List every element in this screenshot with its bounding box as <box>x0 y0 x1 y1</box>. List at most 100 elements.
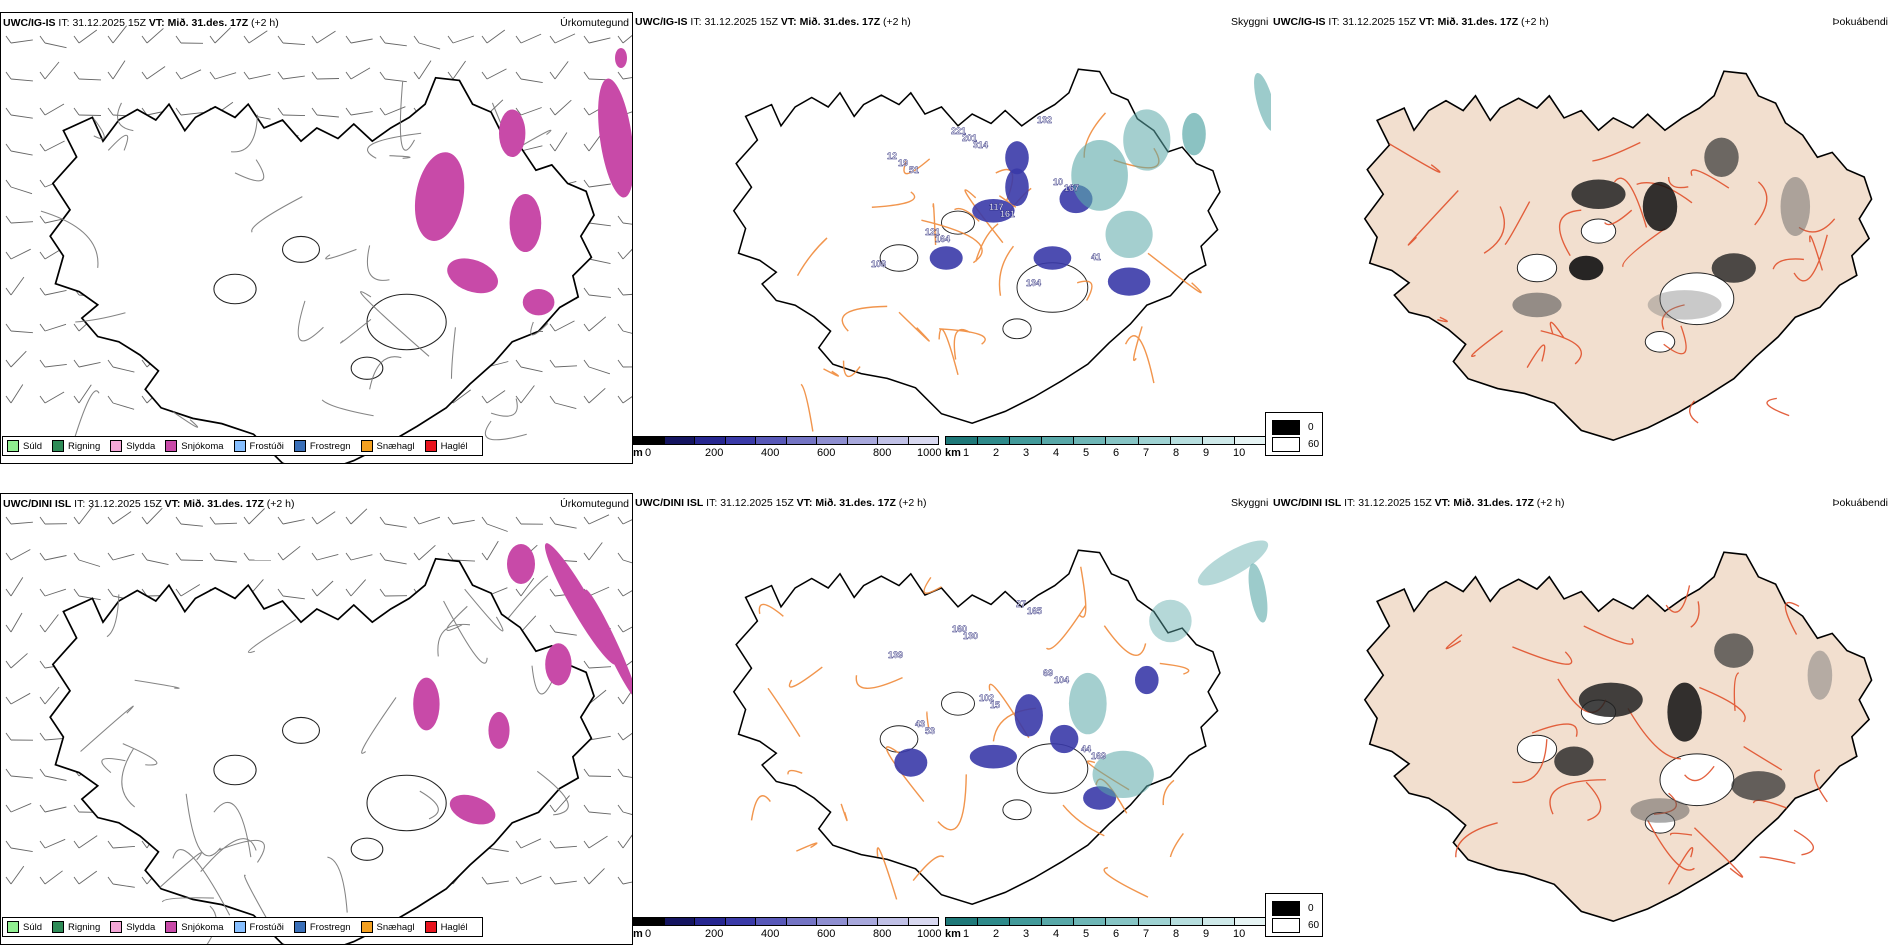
colorbar-unit: km <box>945 447 961 459</box>
vt-value: Mið. 31.des. 17Z <box>183 498 264 510</box>
panel-name: Þokuábendi <box>1832 497 1888 509</box>
colorbar-swatch <box>1202 918 1235 925</box>
colorbar-tick: 2 <box>993 928 1000 940</box>
legend-label: Snæhagl <box>376 440 415 452</box>
colorbar-tick: 10 <box>1233 928 1246 940</box>
legend-item: Súld <box>7 440 42 452</box>
fog-legend-label: 0 <box>1308 903 1314 914</box>
visibility-colorbar: km 1 2 3 4 5 6 7 8 9 10 <box>945 436 1267 464</box>
panel-name: Úrkomutegund <box>560 498 629 510</box>
it-value: 31.12.2025 15Z <box>704 16 778 28</box>
colorbar-tick: 5 <box>1083 928 1090 940</box>
it-value: 31.12.2025 15Z <box>1342 16 1416 28</box>
colorbar-swatch <box>664 918 695 925</box>
panel-title: UWC/IG-IS IT: 31.12.2025 15Z VT: Mið. 31… <box>3 17 279 29</box>
panel-title: UWC/IG-IS IT: 31.12.2025 15Z VT: Mið. 31… <box>1273 16 1549 28</box>
legend-item: Haglél <box>424 440 468 452</box>
colorbar-tick: 600 <box>817 928 836 940</box>
vt-value: Mið. 31.des. 17Z <box>815 497 896 509</box>
colorbar-swatch <box>908 437 938 444</box>
legend-swatch <box>52 440 65 452</box>
vt-value: Mið. 31.des. 17Z <box>1437 16 1519 28</box>
colorbar-swatch <box>695 918 726 925</box>
colorbar-tick: 5 <box>1083 447 1090 459</box>
vt-value: Mið. 31.des. 17Z <box>1453 497 1534 509</box>
colorbar-swatch <box>1042 437 1075 444</box>
colorbar-tick: 9 <box>1203 447 1210 459</box>
fog-legend-label: 60 <box>1308 920 1320 931</box>
fog-legend-swatch <box>1272 437 1300 452</box>
colorbar-swatch <box>817 918 848 925</box>
legend-label: Slydda <box>126 440 156 452</box>
fog-legend-label: 60 <box>1308 439 1320 450</box>
it-value: 31.12.2025 15Z <box>72 17 146 29</box>
colorbar-swatch <box>664 437 695 444</box>
precip-legend: Súld Rigning Slydda Snjókoma Frostúði <box>2 436 483 456</box>
colorbar-tick: 9 <box>1203 928 1210 940</box>
colorbar-tick: 2 <box>993 447 1000 459</box>
colorbar-swatch <box>878 918 909 925</box>
model-name: UWC/IG-IS <box>3 17 56 29</box>
colorbar-tick: 4 <box>1053 447 1060 459</box>
legend-item: Haglél <box>424 921 468 933</box>
precip-type-panel: UWC/IG-IS IT: 31.12.2025 15Z VT: Mið. 31… <box>0 12 633 464</box>
legend-item: Snæhagl <box>360 440 415 452</box>
colorbar-tick: 3 <box>1023 928 1030 940</box>
it-value: 31.12.2025 15Z <box>1358 497 1432 509</box>
colorbar-swatch <box>1074 437 1107 444</box>
legend-swatch <box>165 921 178 933</box>
colorbar-swatch <box>1202 437 1235 444</box>
legend-item: Slydda <box>110 440 155 452</box>
lead-time: (+2 h) <box>883 16 911 28</box>
colorbar-swatch <box>634 918 665 925</box>
legend-item: Snjókoma <box>165 440 224 452</box>
colorbar-swatch <box>847 918 878 925</box>
colorbar-swatch <box>878 437 909 444</box>
vt-label: VT: <box>780 16 797 28</box>
vt-label: VT: <box>148 17 165 29</box>
legend-label: Haglél <box>440 440 468 452</box>
colorbar-swatch <box>847 437 878 444</box>
colorbar-swatch <box>1138 437 1171 444</box>
vt-label: VT: <box>164 498 181 510</box>
legend-swatch <box>360 440 373 452</box>
model-name: UWC/IG-IS <box>1273 16 1326 28</box>
lead-time: (+2 h) <box>1536 497 1565 509</box>
colorbar-swatch <box>1170 437 1203 444</box>
colorbar-tick: 1 <box>963 447 970 459</box>
legend-label: Frostúði <box>249 921 284 933</box>
legend-item: Snjókoma <box>165 921 224 933</box>
model-name: UWC/IG-IS <box>635 16 688 28</box>
colorbar-unit: m <box>633 928 643 940</box>
model-name: UWC/DINI ISL <box>635 497 704 509</box>
colorbar-unit: km <box>945 928 961 940</box>
legend-label: Rigning <box>68 921 101 933</box>
legend-swatch <box>7 440 19 452</box>
colorbar-tick: 800 <box>873 928 892 940</box>
legend-label: Snjókoma <box>181 440 224 452</box>
colorbar-swatch <box>1234 918 1266 925</box>
visibility-panel: UWC/DINI ISL IT: 31.12.2025 15Z VT: Mið.… <box>633 493 1271 945</box>
legend-item: Rigning <box>52 921 100 933</box>
lead-time: (+2 h) <box>898 497 927 509</box>
panel-title: UWC/DINI ISL IT: 31.12.2025 15Z VT: Mið.… <box>635 497 927 509</box>
vt-label: VT: <box>1434 497 1451 509</box>
panel-name: Skyggni <box>1231 16 1269 28</box>
fog-indicator-panel: UWC/IG-IS IT: 31.12.2025 15Z VT: Mið. 31… <box>1271 12 1900 464</box>
fog-legend-item: 0 <box>1272 901 1314 916</box>
colorbar-tick: 1000 <box>917 447 942 459</box>
colorbar-tick: 1 <box>963 928 970 940</box>
colorbar-swatch <box>786 437 817 444</box>
legend-swatch <box>165 440 178 452</box>
colorbar-swatch <box>1138 918 1171 925</box>
it-label: IT: <box>1328 16 1340 28</box>
legend-label: Snæhagl <box>376 921 415 933</box>
colorbar-tick: 600 <box>817 447 836 459</box>
colorbar-swatch <box>1170 918 1203 925</box>
lead-time: (+2 h) <box>1521 16 1549 28</box>
colorbar-swatch <box>695 437 726 444</box>
legend-label: Frostregn <box>309 440 351 452</box>
colorbar-tick: 7 <box>1143 928 1150 940</box>
model-name: UWC/DINI ISL <box>1273 497 1342 509</box>
fog-indicator-map <box>1363 551 1873 923</box>
